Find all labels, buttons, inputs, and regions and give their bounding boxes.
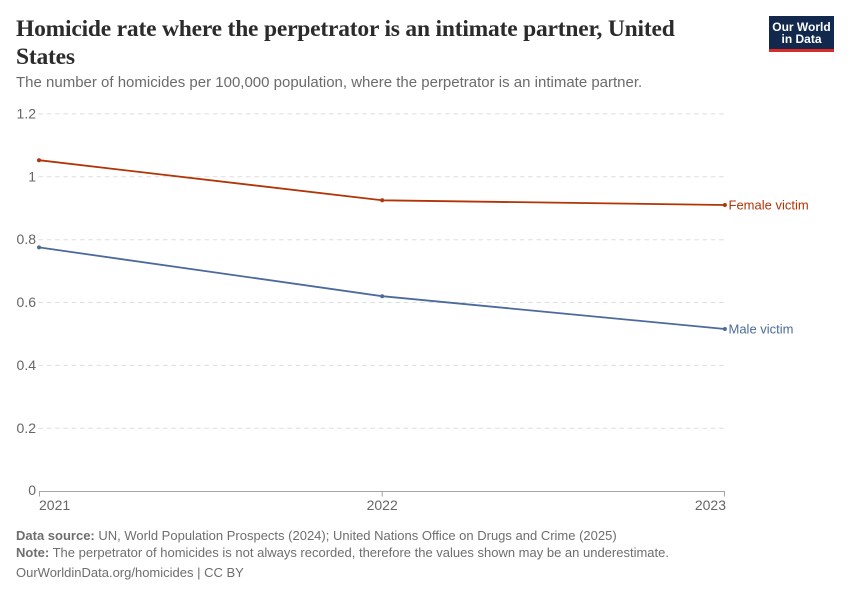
svg-text:Male victim: Male victim: [729, 322, 794, 337]
svg-text:0.4: 0.4: [17, 357, 37, 373]
svg-text:0: 0: [28, 482, 36, 498]
svg-text:Female victim: Female victim: [729, 198, 809, 213]
svg-text:2021: 2021: [39, 497, 70, 513]
svg-text:1: 1: [28, 168, 36, 184]
svg-text:2022: 2022: [367, 497, 398, 513]
svg-text:0.8: 0.8: [17, 231, 37, 247]
svg-text:1.2: 1.2: [17, 105, 37, 121]
svg-text:0.2: 0.2: [17, 420, 37, 436]
svg-text:0.6: 0.6: [17, 294, 37, 310]
svg-text:2023: 2023: [695, 497, 726, 513]
